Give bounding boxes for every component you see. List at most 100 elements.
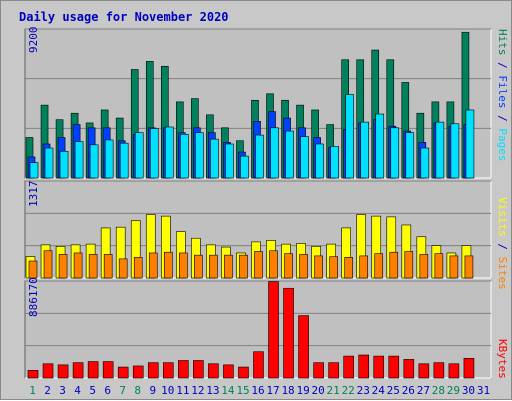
sites-bar <box>419 254 429 279</box>
legend-sep-2: / <box>496 115 509 128</box>
day-label: 28 <box>432 384 445 397</box>
kbytes-bar <box>373 355 385 379</box>
kbytes-bar <box>238 366 249 379</box>
pages-bar <box>195 132 204 179</box>
pages-bar <box>74 141 84 179</box>
day-label: 18 <box>281 384 294 397</box>
vs-ymax-label: 1317 <box>27 181 40 208</box>
sites-bar <box>163 251 173 279</box>
kbytes-bar <box>27 370 39 379</box>
pages-bar <box>149 128 159 179</box>
legend-label-sites: Sites <box>496 257 509 290</box>
pages-bar <box>360 121 370 179</box>
kbytes-bar <box>162 362 174 379</box>
sites-bar <box>58 254 68 279</box>
sites-bar <box>103 254 113 279</box>
day-label: 5 <box>89 384 96 397</box>
day-label: 29 <box>447 384 460 397</box>
sites-bar <box>314 255 323 279</box>
chart-title: Daily usage for November 2020 <box>19 10 229 24</box>
kbytes-bar <box>132 365 144 379</box>
kbytes-bar <box>358 354 370 379</box>
pages-bar <box>300 136 309 179</box>
kb-ymax-label: 886170 <box>27 277 40 317</box>
pages-bar <box>465 109 475 179</box>
kbytes-bar <box>57 364 69 379</box>
day-labels: 1 2 3 4 5 6 7 8 9 10 11 12 13 14 15 16 17 18 19 20 21 22 23 24 2… <box>29 384 490 397</box>
pages-bar <box>420 147 430 179</box>
day-label: 20 <box>312 384 325 397</box>
sites-bar <box>118 258 128 279</box>
sites-bar <box>43 250 53 279</box>
day-label: 12 <box>191 384 204 397</box>
legend-label-kbytes: KBytes <box>496 339 509 379</box>
hfp-ymax-label: 9200 <box>27 27 40 54</box>
kbytes-bar <box>298 315 309 379</box>
pages-bar <box>164 126 174 179</box>
sites-bar <box>179 252 188 279</box>
kbytes-bar <box>313 362 324 379</box>
sites-bar <box>329 256 338 279</box>
day-label: 21 <box>327 384 340 397</box>
day-label: 24 <box>372 384 386 397</box>
sites-bar <box>194 254 203 279</box>
y-max-labels: 9200 1317 886170 <box>27 27 40 318</box>
pages-bar <box>104 139 114 179</box>
sites-bar <box>449 255 459 279</box>
pages-bar <box>255 134 264 179</box>
day-label: 9 <box>149 384 156 397</box>
kbytes-bar <box>433 362 445 379</box>
legend-label-hits: Hits <box>496 29 509 56</box>
sites-bar <box>359 255 369 279</box>
kbytes-bar <box>283 287 294 379</box>
day-label: 19 <box>296 384 309 397</box>
pages-bar <box>405 132 415 179</box>
kbytes-bar <box>117 366 129 379</box>
legend-top-series: Hits / Files / Pages <box>496 29 509 162</box>
kbytes-bar <box>403 359 415 379</box>
kbytes-bar <box>42 363 54 379</box>
sites-bar <box>269 250 278 279</box>
pages-bar <box>119 142 129 179</box>
pages-bar <box>330 146 339 179</box>
sites-bar <box>389 251 399 279</box>
sites-bar <box>28 260 38 279</box>
pages-bar <box>435 121 445 179</box>
pages-bar <box>240 155 249 179</box>
pages-bar <box>315 143 324 179</box>
day-label: 25 <box>387 384 400 397</box>
day-label: 10 <box>161 384 174 397</box>
pages-bar <box>270 127 279 179</box>
kbytes-bar <box>147 362 159 379</box>
day-label: 23 <box>357 384 370 397</box>
pages-bar <box>285 130 294 179</box>
day-label: 8 <box>134 384 141 397</box>
day-label: 13 <box>206 384 219 397</box>
sites-bar <box>88 254 98 279</box>
kbytes-bar <box>328 362 339 379</box>
day-label: 30 <box>462 384 475 397</box>
sites-bar <box>224 254 233 279</box>
pages-bar <box>29 162 39 179</box>
day-label: 4 <box>74 384 81 397</box>
sites-bar <box>209 254 218 279</box>
kbytes-bar <box>102 361 114 379</box>
sites-bar <box>434 253 444 279</box>
pages-bar <box>180 133 189 179</box>
kbytes-bar <box>448 363 460 379</box>
kbytes-bar <box>343 355 354 379</box>
sites-bar <box>404 251 414 279</box>
day-label: 7 <box>119 384 126 397</box>
day-label: 14 <box>221 384 235 397</box>
pages-bar <box>450 123 460 179</box>
kbytes-bar <box>463 357 475 379</box>
sites-bar <box>254 251 263 279</box>
kbytes-panel <box>24 280 492 379</box>
kbytes-bar <box>223 364 234 379</box>
legend-label-visits: Visits <box>496 197 509 237</box>
pages-bar <box>390 127 400 179</box>
pages-bar <box>225 143 234 179</box>
sites-bar <box>239 254 248 279</box>
